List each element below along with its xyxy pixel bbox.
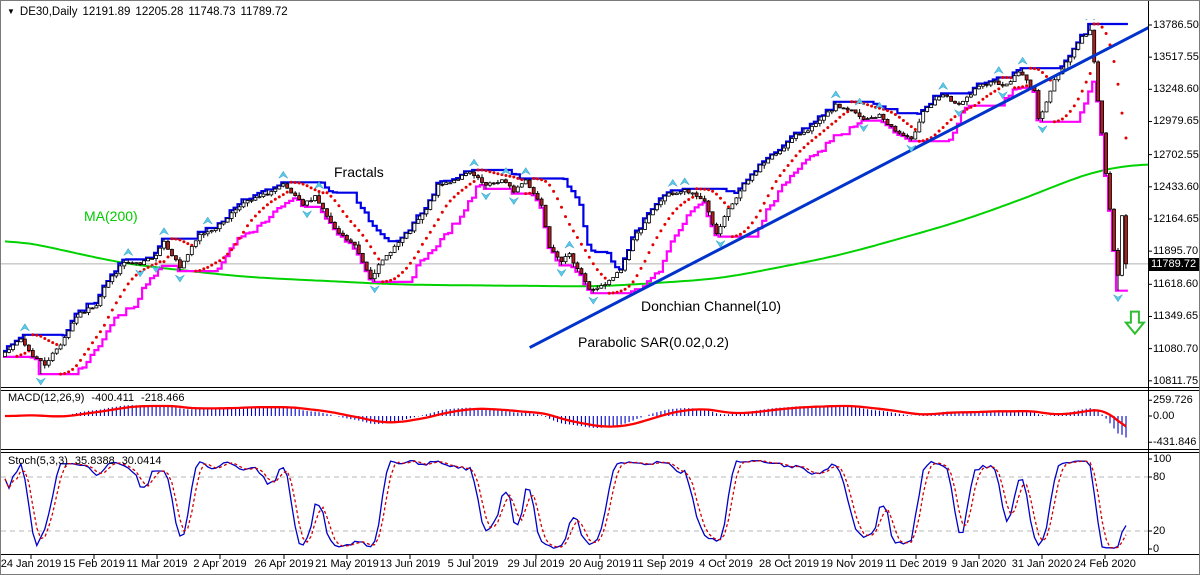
date-axis-label: 19 Nov 2019	[820, 558, 884, 570]
macd-main-value: -400.411	[91, 392, 135, 404]
macd-axis-label: -431.846	[1153, 436, 1197, 449]
date-axis-label: 24 Jan 2019	[0, 558, 62, 570]
macd-signal-value: -218.466	[141, 392, 185, 404]
date-axis-label: 4 Oct 2019	[699, 558, 753, 570]
date-axis-label: 21 May 2019	[315, 558, 379, 570]
price-axis-label: 11349.65	[1153, 310, 1199, 323]
macd-axis-label: 259.726	[1153, 394, 1193, 407]
date-axis-label: 15 Feb 2019	[63, 558, 125, 570]
current-price-badge: 11789.72	[1149, 258, 1199, 271]
symbol-timeframe: DE30,Daily	[19, 6, 78, 18]
price-axis-label: 11618.60	[1153, 278, 1199, 291]
donchian-label: Donchian Channel(10)	[641, 298, 782, 314]
date-axis-label: 24 Feb 2020	[1074, 558, 1136, 570]
stoch-axis-label: 0	[1153, 543, 1160, 555]
stoch-axis-label: 100	[1153, 453, 1172, 465]
chart-title: ▼ DE30,Daily 12191.89 12205.28 11748.73 …	[7, 6, 288, 18]
parabolic-sar-label: Parabolic SAR(0.02,0.2)	[578, 334, 729, 350]
price-axis-label: 12433.60	[1153, 180, 1199, 193]
date-axis-label: 11 Mar 2019	[126, 558, 188, 570]
date-axis-label: 11 Dec 2019	[885, 558, 947, 570]
ohlc-open: 12191.89	[82, 6, 131, 18]
stoch-axis-label: 80	[1153, 471, 1166, 483]
macd-axis-label: 0.00	[1153, 410, 1175, 422]
stoch-main-value: 35.8388	[74, 455, 115, 467]
ma200-label: MA(200)	[84, 208, 138, 224]
price-axis-label: 12979.65	[1153, 115, 1199, 128]
macd-name: MACD(12,26,9)	[8, 392, 85, 404]
date-axis-label: 29 Jul 2019	[507, 558, 565, 570]
price-axis-label: 12164.65	[1153, 212, 1199, 225]
date-axis-label: 9 Jan 2020	[951, 558, 1007, 570]
ohlc-high: 12205.28	[135, 6, 184, 18]
stoch-signal-value: 30.0414	[121, 455, 162, 467]
stoch-axis-label: 20	[1153, 525, 1166, 537]
price-axis-label: 11895.70	[1153, 245, 1199, 258]
date-axis-label: 5 Jul 2019	[447, 558, 499, 570]
date-axis-label: 28 Oct 2019	[759, 558, 819, 570]
date-axis-label: 26 Apr 2019	[254, 558, 314, 570]
price-axis-label: 11080.70	[1153, 342, 1199, 355]
price-axis-label: 13786.50	[1153, 18, 1199, 31]
date-axis-label: 2 Apr 2019	[193, 558, 247, 570]
fractals-label: Fractals	[334, 164, 384, 180]
stoch-name: Stoch(5,3,3)	[8, 455, 68, 467]
date-axis-label: 11 Sep 2019	[632, 558, 694, 570]
date-axis-label: 13 Jun 2019	[379, 558, 441, 570]
price-axis-label: 10811.75	[1153, 374, 1199, 387]
stoch-indicator-label: Stoch(5,3,3) 35.8388 30.0414	[8, 455, 161, 467]
price-axis-label: 13248.60	[1153, 83, 1199, 96]
ohlc-close: 11789.72	[240, 6, 288, 18]
dropdown-icon: ▼	[7, 7, 15, 16]
price-axis-label: 12702.55	[1153, 148, 1199, 161]
macd-indicator-label: MACD(12,26,9) -400.411 -218.466	[8, 392, 184, 404]
date-axis-label: 20 Aug 2019	[569, 558, 631, 570]
date-axis-label: 31 Jan 2020	[1011, 558, 1073, 570]
ohlc-low: 11748.73	[188, 6, 236, 18]
price-axis-label: 13517.55	[1153, 51, 1199, 64]
